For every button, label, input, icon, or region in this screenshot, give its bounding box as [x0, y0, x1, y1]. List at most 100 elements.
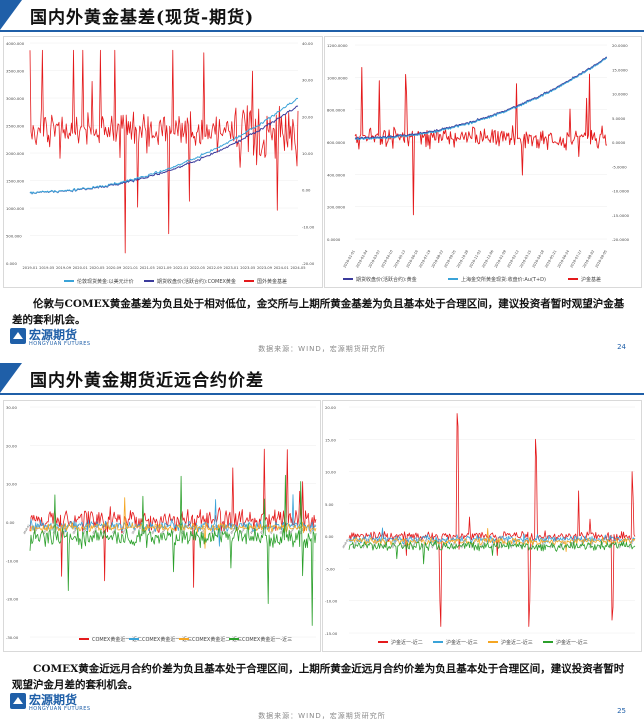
y-tick-right: -5.0000: [612, 164, 627, 169]
series-line-1: [29, 494, 317, 547]
y-tick: -30.00: [6, 635, 19, 640]
x-tick: 2019-09: [56, 266, 72, 270]
x-tick: 2018-03: [278, 523, 287, 535]
analysis-comment: 伦敦与COMEX黄金基差为负且处于相对低位，金交所与上期所黄金基差为负且基本处于…: [12, 298, 625, 326]
series-line-2: [348, 528, 636, 553]
logo-mark-icon: [10, 328, 26, 344]
x-tick: 2019-02-04: [355, 250, 368, 269]
analysis-comment: COMEX黄金近远月合约价差为负且基本处于合理区间，上期所黄金近远月合约价差为负…: [12, 663, 625, 691]
legend-label-2: 国外黄金基差: [257, 278, 287, 285]
x-tick: 2018-04: [489, 537, 498, 549]
y-tick: -10.00: [325, 599, 338, 604]
y-tick-right: 10.00: [302, 151, 313, 156]
y-tick-right: 0.0000: [612, 140, 626, 145]
y-tick: 20.00: [325, 405, 336, 410]
y-tick-right: -20.00: [302, 261, 315, 266]
title-bar: 国内外黄金期货近远合约价差: [0, 363, 644, 395]
chart-sge-shfe: 0.0000 200.0000 400.0000 600.0000 800.0000 10…: [324, 36, 642, 288]
x-tick: 2018-05: [298, 523, 307, 535]
x-tick: 2018-02: [351, 537, 360, 549]
y-tick-right: 5.0000: [612, 116, 626, 121]
x-tick: 2019-01-01: [343, 250, 356, 269]
title-accent: [0, 363, 22, 393]
y-tick-left: 400.0000: [327, 172, 346, 177]
legend-label-0: 沪金近一-近二: [391, 639, 423, 646]
series-line-basis: [29, 49, 299, 254]
x-tick: 2022-05: [190, 266, 205, 270]
y-tick-left: 2000.000: [6, 151, 25, 156]
x-tick: 2019-03-07: [368, 250, 381, 269]
x-tick: 2019-11-03: [469, 250, 482, 269]
x-tick: 2019-12-06: [481, 250, 494, 269]
y-tick: -10.00: [6, 558, 19, 563]
x-tick: 2019-01-09: [494, 250, 507, 269]
x-tick: 2018-12: [249, 523, 258, 535]
x-tick: 2018-03: [361, 537, 370, 549]
slide-basis: 国内外黄金基差(现货-期货) 0.000 500.000 1000.000 1500.…: [0, 0, 644, 362]
x-tick: 2018-02: [32, 523, 41, 535]
y-tick: -20.00: [6, 597, 19, 602]
chart-comex-spreads-svg: 30.00 20.00 10.00 0.00 -10.00 -20.00 -30.00 201…: [6, 405, 317, 643]
x-tick: 2019-06-16: [406, 250, 419, 269]
x-tick: 2018-03: [42, 523, 51, 535]
chart-london-comex-svg: 0.000 500.000 1000.000 1500.000 2000.000 2500…: [6, 41, 315, 285]
y-tick: 30.00: [6, 405, 17, 410]
company-logo: 宏源期货 HONGYUAN FUTURES: [10, 326, 100, 350]
x-tick: 2020-05: [89, 266, 104, 270]
x-tick: 2018-03: [479, 537, 488, 549]
x-tick: 2018-11: [121, 523, 130, 535]
x-tick: 2019-05-13: [393, 250, 406, 269]
x-tick: 2018-04: [371, 537, 380, 549]
title-accent: [0, 0, 22, 30]
series-line-basis: [354, 67, 607, 216]
x-tick: 2018-01: [341, 537, 350, 549]
x-tick: 2018-06: [509, 537, 518, 549]
y-tick-left: 1000.0000: [327, 75, 348, 80]
x-tick: 2019-06-24: [557, 250, 570, 269]
company-logo: 宏源期货 HONGYUAN FUTURES: [10, 691, 100, 715]
y-tick-right: -10.0000: [612, 189, 630, 194]
x-tick: 2019-07-19: [418, 250, 431, 269]
x-tick: 2019-10-28: [456, 250, 469, 269]
y-tick-right: -10.00: [302, 224, 315, 229]
series-line-london: [29, 97, 299, 195]
x-tick: 2022-01: [173, 266, 188, 270]
legend-label-0: 伦敦现货黄金:以美元计价: [77, 278, 134, 285]
y-tick-left: 0.000: [6, 261, 17, 266]
legend-label-2: 沪金基差: [581, 276, 601, 283]
chart-comex-spreads: 30.00 20.00 10.00 0.00 -10.00 -20.00 -30.00 201…: [3, 400, 321, 652]
x-tick: 2021-05: [140, 266, 155, 270]
page-number: 24: [617, 343, 626, 351]
y-tick-left: 1500.000: [6, 179, 25, 184]
y-tick-right: 0.00: [302, 188, 311, 193]
legend-label-0: 期货收盘价(活跃合约):黄金: [356, 276, 417, 283]
legend-label-3: 沪金近一-近三: [556, 639, 588, 646]
x-tick: 2018-07: [400, 537, 409, 549]
data-source: 数据来源：WIND，宏源期货研究所: [258, 712, 386, 720]
series-line-spot: [354, 57, 608, 141]
x-tick: 2019-08-22: [431, 250, 444, 269]
x-tick: 2019-01: [22, 266, 37, 270]
y-tick: -15.00: [325, 631, 338, 636]
y-tick: -5.00: [325, 566, 335, 571]
chart-sge-shfe-svg: 0.0000 200.0000 400.0000 600.0000 800.0000 10…: [327, 43, 630, 283]
y-tick: 5.00: [325, 502, 334, 507]
legend-label-2: COMEX黄金近二-近三: [192, 636, 242, 643]
x-tick: 2018-04: [288, 523, 297, 535]
data-source: 数据来源：WIND，宏源期货研究所: [258, 345, 386, 353]
title-rule: [0, 30, 644, 32]
x-tick: 2019-05-21: [544, 250, 557, 269]
x-tick: 2019-07-27: [569, 250, 582, 269]
x-tick: 2019-05: [39, 266, 54, 270]
x-tick: 2019-04-10: [380, 250, 393, 269]
x-tick: 2024-05: [290, 266, 305, 270]
x-tick: 2024-01: [274, 266, 289, 270]
y-tick-left: 1200.0000: [327, 43, 348, 48]
y-tick: 0.00: [325, 534, 334, 539]
y-tick-right: 20.00: [302, 114, 313, 119]
y-tick-left: 600.0000: [327, 140, 346, 145]
chart-shfe-spreads-svg: 20.00 15.00 10.00 5.00 0.00 -5.00 -10.00 -15.00…: [325, 405, 636, 646]
x-tick: 2018-12: [568, 537, 577, 549]
x-tick: 2020-01: [73, 266, 88, 270]
y-tick: 10.00: [325, 470, 336, 475]
